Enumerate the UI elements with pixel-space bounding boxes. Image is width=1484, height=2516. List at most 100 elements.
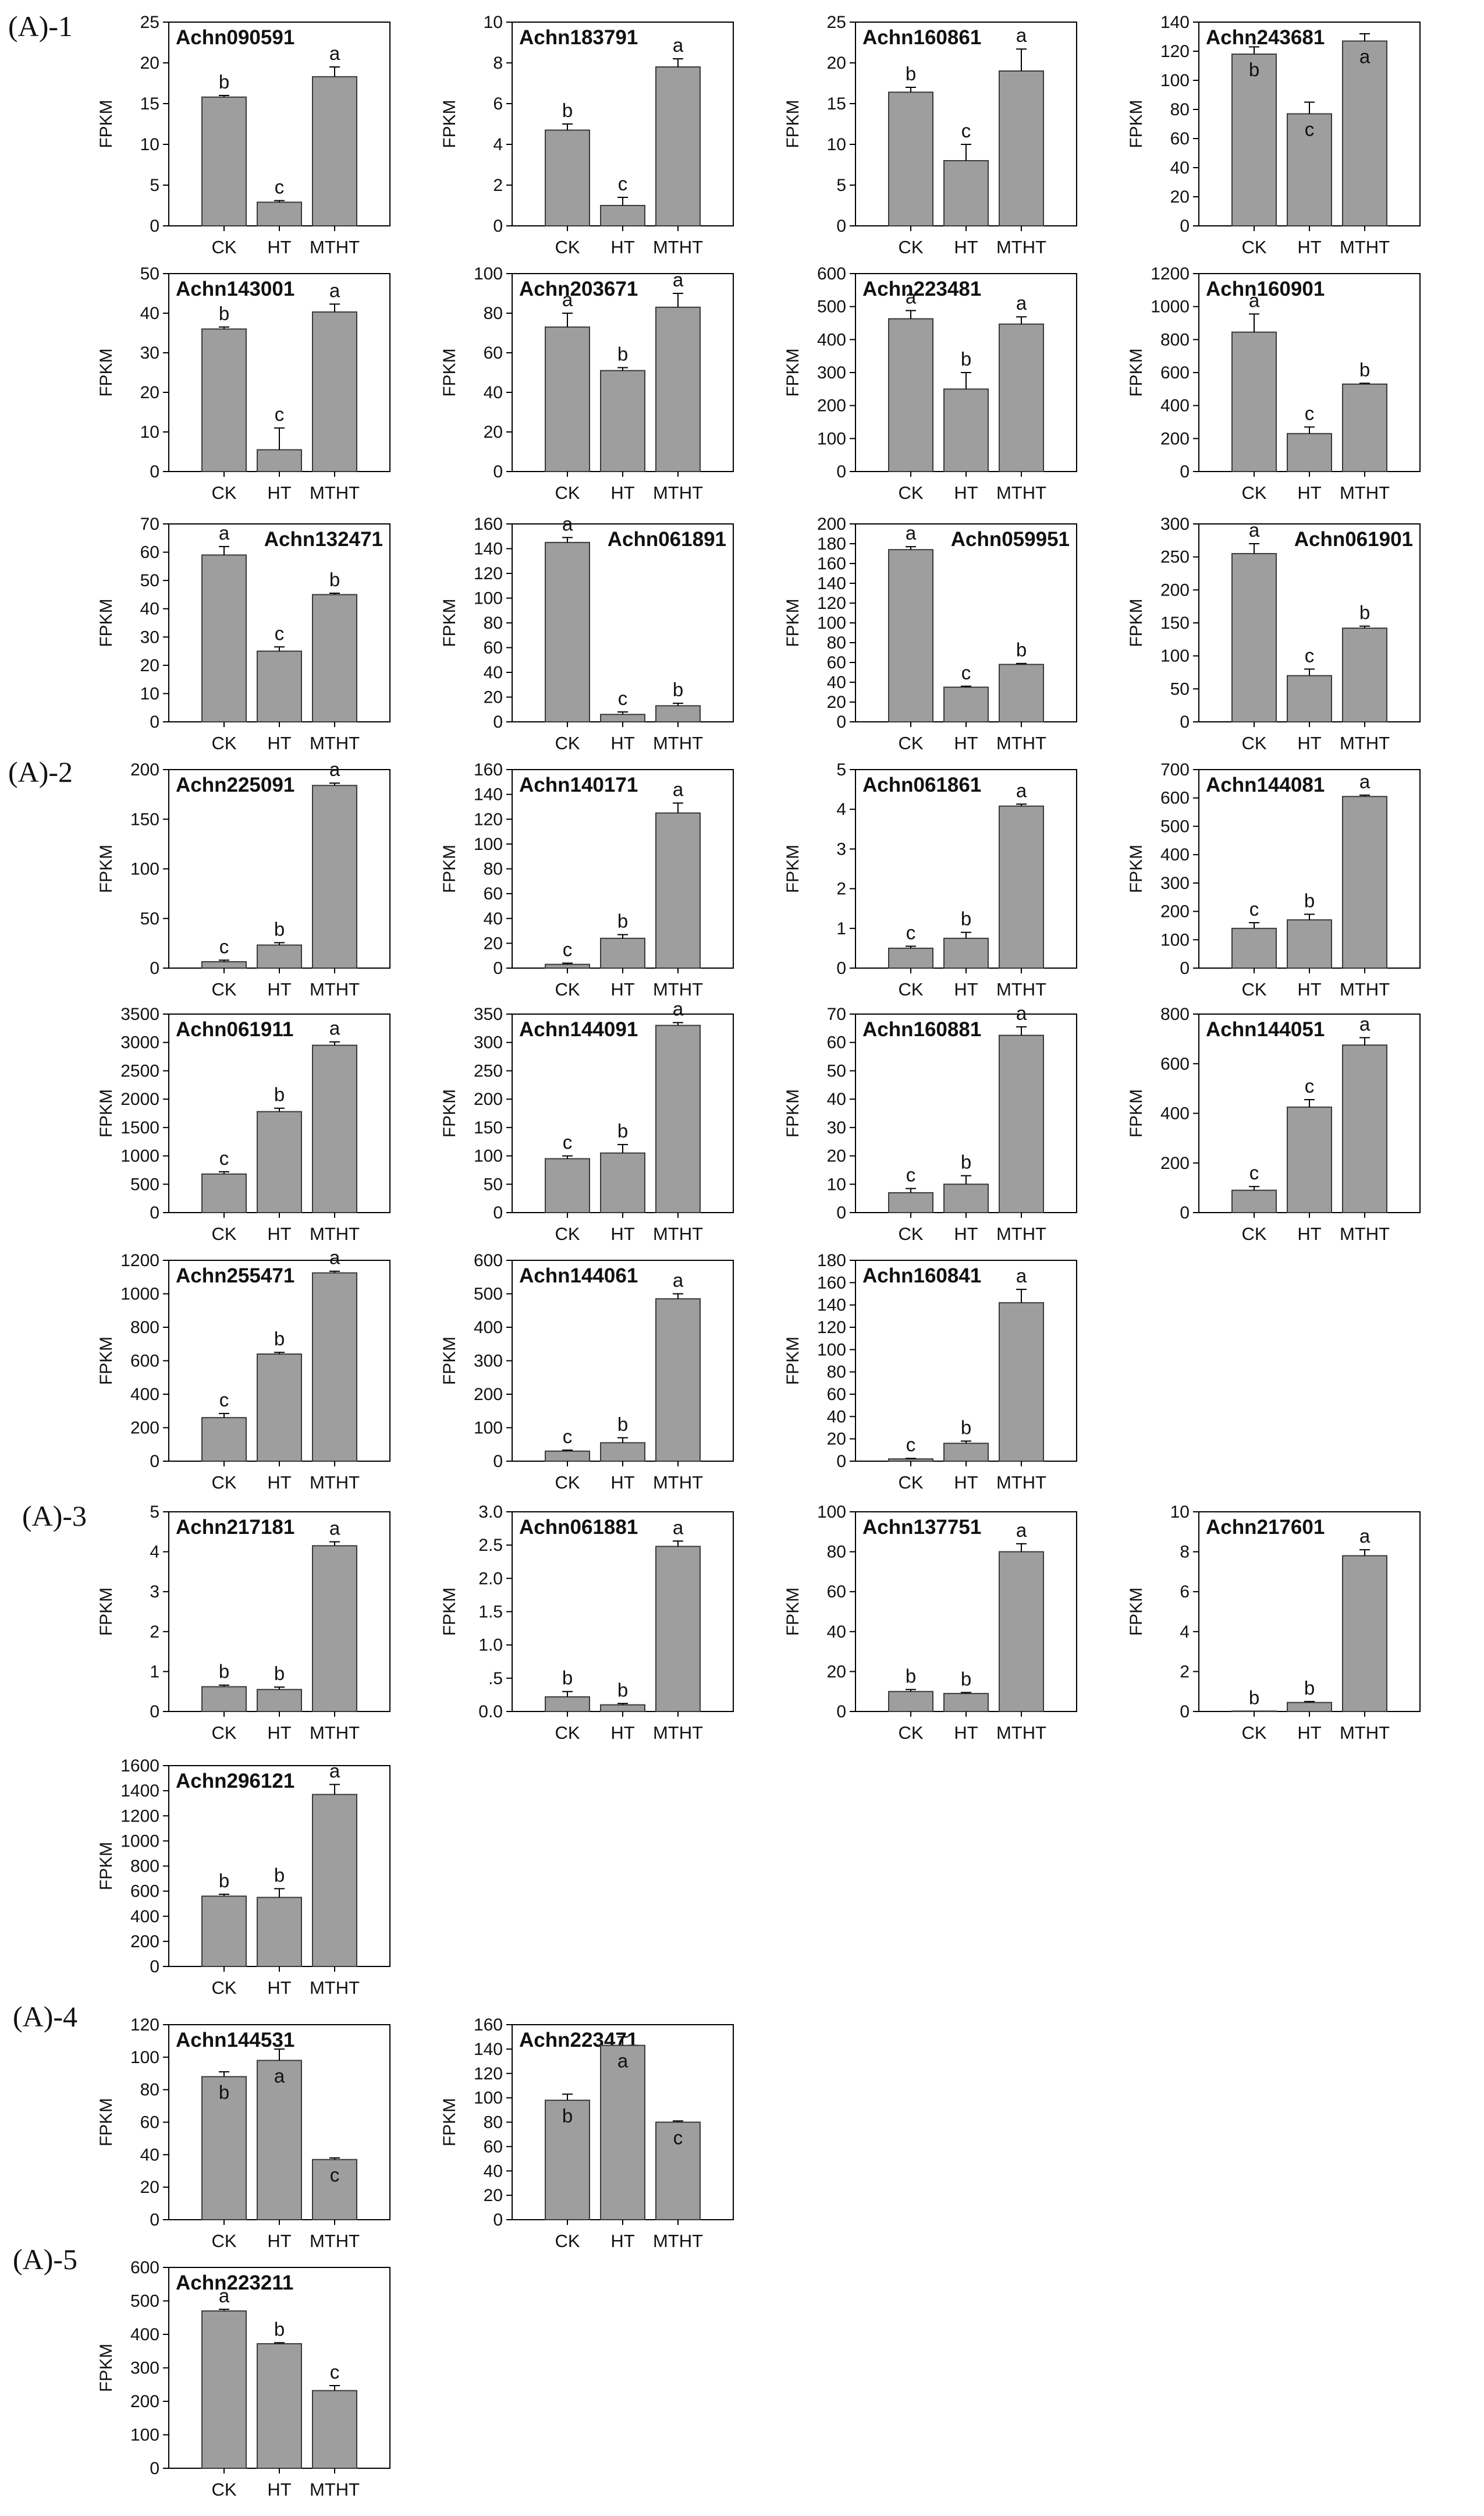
bar-ck [201,1895,247,1967]
y-tick-label: 600 [1160,363,1190,382]
y-tick-label: 100 [1160,930,1190,949]
y-tick-label: 140 [817,574,846,593]
x-tick-label: HT [610,1224,634,1244]
y-tick-label: 60 [827,1582,846,1601]
bar-mtht [655,1025,701,1213]
y-axis-label: FPKM [783,348,803,396]
section-label-a1: (A)-1 [8,10,73,42]
y-tick-label: 0 [493,713,503,732]
y-tick-label: 40 [484,2161,503,2181]
significance-label: b [906,1665,916,1686]
significance-label: a [1359,771,1371,792]
y-tick-label: 600 [1160,1054,1190,1073]
y-axis-label: FPKM [440,2098,459,2146]
y-axis-label: FPKM [440,598,459,647]
y-tick-label: 400 [817,330,846,349]
y-tick-label: 0 [493,1452,503,1471]
y-axis-label: FPKM [440,1587,459,1636]
y-tick-label: 100 [130,860,159,879]
y-tick-label: 800 [130,1318,159,1337]
chart-achn223471: 020406080100120140160FPKMAchn223471bCKaH… [440,2015,734,2251]
bar-ht [943,160,989,226]
y-axis-label: FPKM [97,1089,116,1137]
y-axis-label: FPKM [783,1337,803,1385]
y-axis-label: FPKM [1127,1587,1146,1636]
significance-label: a [1249,289,1260,311]
y-tick-label: 100 [817,614,846,633]
x-tick-label: HT [954,1472,978,1493]
chart-title: Achn061861 [862,774,981,796]
bar-mtht [999,70,1044,226]
y-tick-label: 10 [827,135,846,154]
y-tick-label: 150 [1160,614,1190,633]
section-label-a2: (A)-2 [8,756,73,788]
y-tick-label: 5 [150,176,159,195]
y-tick-label: 140 [817,1296,846,1315]
y-tick-label: 1200 [1151,264,1190,284]
y-tick-label: 400 [130,1385,159,1404]
x-tick-label: MTHT [653,1723,703,1743]
significance-label: c [906,922,916,943]
bar-mtht [999,323,1044,473]
x-tick-label: CK [1241,483,1266,503]
x-tick-label: MTHT [1340,733,1390,753]
chart-achn217181: 0 1 2 3 4 5 FPKM Achn217181 b CK b HT a MTHT [97,1502,390,1743]
y-tick-label: 0 [1180,462,1190,481]
significance-label: b [274,1084,285,1105]
y-tick-label: 1600 [120,1756,159,1776]
y-tick-label: 2 [1180,1662,1190,1681]
significance-label: a [329,42,340,64]
bar-ck [201,2076,247,2220]
y-tick-label: 600 [130,1882,159,1901]
chart-achn061861: 0 1 2 3 4 5 FPKM Achn061861 c CK b HT a MTHT [783,760,1077,1000]
y-tick-label: 100 [474,264,503,284]
chart-title: Achn255471 [176,1264,294,1287]
significance-label: b [906,63,916,84]
chart-achn061891: 0 20 40 60 80 100 120 140 160 FPKM Achn061891 a CK c H… [440,513,734,753]
x-tick-label: CK [555,1723,580,1743]
y-tick-label: 200 [1160,429,1190,448]
y-tick-label: 80 [484,860,503,879]
y-tick-label: 100 [130,2048,159,2067]
significance-label: b [617,1120,628,1142]
y-tick-label: 300 [130,2359,159,2378]
significance-label: c [330,2164,340,2186]
y-tick-label: 30 [827,1118,846,1137]
y-tick-label: 100 [474,589,503,608]
x-tick-label: HT [267,1723,291,1743]
bar-mtht [655,306,701,472]
significance-label: b [274,2318,285,2340]
chart-achn144091: 0 50 100 150 200 250 300 350 FPKM Achn144091 c CK b H… [440,998,734,1244]
y-tick-label: 0 [150,2459,159,2478]
x-tick-label: HT [267,1978,291,1998]
y-tick-label: 70 [827,1005,846,1024]
y-tick-label: 160 [817,1273,846,1292]
y-tick-label: 6 [1180,1582,1190,1601]
y-tick-label: 2500 [120,1061,159,1080]
x-tick-label: CK [1241,1224,1266,1244]
bar-mtht [655,66,701,226]
chart-title: Achn160901 [1206,278,1325,300]
bar-ht [600,714,645,722]
y-tick-label: 20 [140,54,159,73]
y-tick-label: 60 [827,1385,846,1404]
significance-label: a [1016,1519,1027,1541]
chart-achn296121: 0 200 400 600 800 1000 1200 1400 1600 FPKM Achn296… [97,1756,390,1998]
y-tick-label: 40 [827,673,846,692]
significance-label: b [219,2081,229,2103]
y-tick-label: 80 [484,2113,503,2132]
y-tick-label: 60 [484,884,503,903]
y-tick-label: 2.5 [478,1536,503,1555]
y-tick-label: 1000 [120,1147,159,1166]
chart-title: Achn061891 [608,528,726,551]
y-tick-label: 400 [1160,1104,1190,1124]
y-tick-label: 2 [150,1622,159,1642]
bar-mtht [999,1034,1044,1214]
chart-title: Achn160841 [862,1264,981,1287]
y-tick-label: 0 [150,462,159,481]
significance-label: c [219,1389,229,1411]
bar-mtht [312,1044,357,1213]
y-tick-label: 50 [1170,679,1190,699]
x-tick-label: CK [211,1723,236,1743]
bar-mtht [999,664,1044,723]
